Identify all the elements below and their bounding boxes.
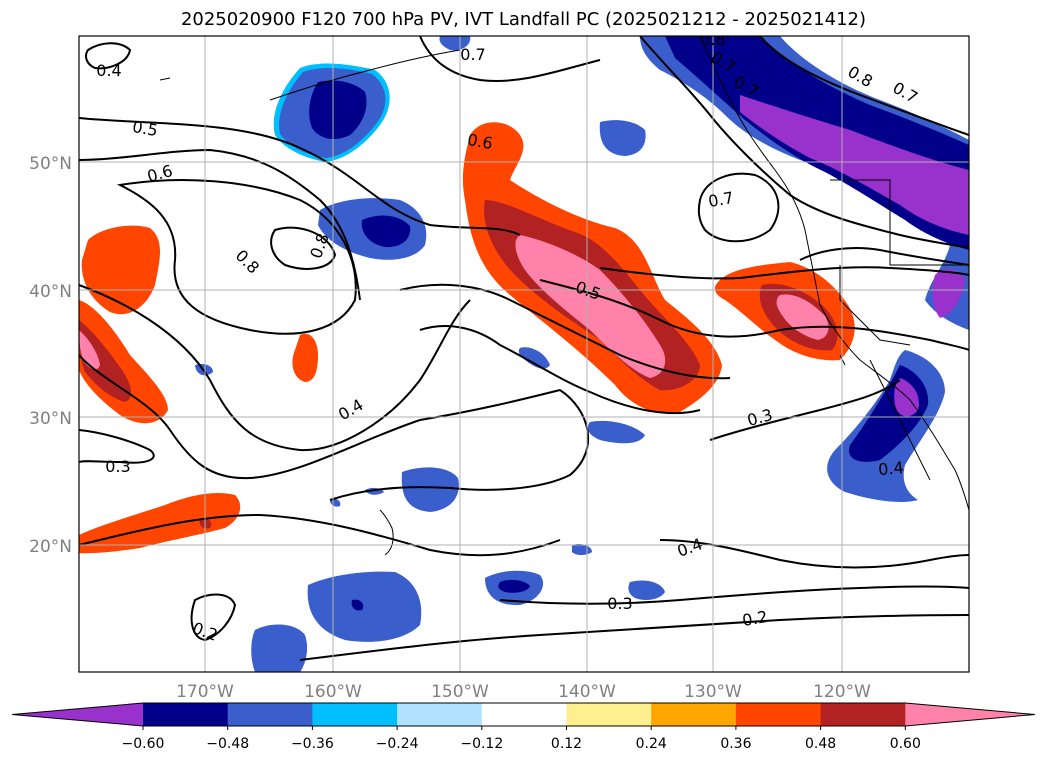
coastline-west-coast xyxy=(699,36,969,511)
longitude-labels: 170°W 160°W 150°W 140°W 130°W 120°W xyxy=(176,682,871,702)
lat-label: 20°N xyxy=(29,537,72,557)
colorbar-tick-label: −0.48 xyxy=(206,736,249,752)
negative-anomaly-blob-northeast xyxy=(439,36,969,330)
lat-label: 40°N xyxy=(29,282,72,302)
contour-line xyxy=(79,429,155,464)
lon-label: 150°W xyxy=(431,682,489,702)
colorbar-tick-label: 0.60 xyxy=(890,736,921,752)
latitude-labels: 50°N 40°N 30°N 20°N xyxy=(29,154,72,557)
colorbar-segment xyxy=(312,703,398,726)
contour-labels: 0.40.50.60.80.80.70.60.70.80.70.50.4 0.30… xyxy=(96,30,921,645)
lon-label: 170°W xyxy=(176,682,234,702)
contour-line xyxy=(419,36,601,82)
contour-line xyxy=(539,279,969,351)
contour-line xyxy=(709,379,901,441)
colorbar-tick-label: −0.12 xyxy=(460,736,503,752)
negative-anomaly-blob-south xyxy=(195,347,665,672)
contour-line xyxy=(79,117,521,236)
contour-label: 0.7 xyxy=(707,188,735,211)
contour-label: 0.4 xyxy=(877,458,904,479)
contour-line xyxy=(190,593,237,642)
lat-label: 50°N xyxy=(29,154,72,174)
colorbar-tick-label: 0.36 xyxy=(720,736,751,752)
contour-label: 0.8 xyxy=(700,30,725,49)
colorbar-extend-max xyxy=(905,703,1035,726)
contour-label: 0.2 xyxy=(741,607,769,630)
contour-line xyxy=(79,148,361,301)
contour-line xyxy=(499,585,969,605)
colorbar-segment xyxy=(227,703,313,726)
contour-label: 0.4 xyxy=(96,61,121,80)
colorbar-extend-min xyxy=(12,703,143,726)
colorbar-tick-label: −0.36 xyxy=(291,736,334,752)
coastline-baja xyxy=(869,359,931,481)
state-borders xyxy=(839,265,911,346)
colorbar-tick-label: −0.60 xyxy=(122,736,165,752)
lon-label: 130°W xyxy=(684,682,742,702)
positive-anomaly-blob-ca xyxy=(714,262,855,361)
colorbar-segment xyxy=(397,703,483,726)
contour-line xyxy=(79,284,471,452)
contour-label: 0.3 xyxy=(607,594,632,613)
colorbar-tick-label: 0.12 xyxy=(551,736,582,752)
shaded-field: 0.40.50.60.80.80.70.60.70.80.70.50.4 0.30… xyxy=(79,30,969,672)
colorbar-segment xyxy=(143,703,229,726)
contour-label: 0.3 xyxy=(105,457,130,476)
contour-line xyxy=(116,179,357,335)
map-title: 2025020900 F120 700 hPa PV, IVT Landfall… xyxy=(180,9,867,30)
contour-line xyxy=(299,614,969,661)
colorbar-segment xyxy=(566,703,652,726)
gridlines xyxy=(79,36,969,672)
colorbar-tick-label: 0.48 xyxy=(805,736,836,752)
negative-anomaly-blob-baja xyxy=(827,350,945,503)
contour-line xyxy=(759,36,969,136)
lon-label: 140°W xyxy=(558,682,616,702)
contour-line xyxy=(599,266,969,280)
contour-line xyxy=(419,324,701,415)
lon-label: 120°W xyxy=(813,682,871,702)
lat-label: 30°N xyxy=(29,409,72,429)
coastline-alaska xyxy=(269,49,461,101)
contour-line xyxy=(79,354,561,480)
contour-label: 0.6 xyxy=(466,130,494,153)
contour-line xyxy=(79,513,561,557)
contour-line xyxy=(799,247,969,266)
colorbar-segment xyxy=(651,703,737,726)
colorbar-segment xyxy=(820,703,906,726)
colorbar-tick-label: 0.24 xyxy=(636,736,667,752)
colorbar-segment xyxy=(735,703,822,726)
contour-label: 0.5 xyxy=(131,117,159,140)
positive-anomaly-blob-main xyxy=(462,122,722,414)
lon-label: 160°W xyxy=(304,682,362,702)
contour-line xyxy=(639,36,969,249)
colorbar-segment xyxy=(481,703,567,726)
map-frame xyxy=(78,35,970,673)
contour-label: 0.7 xyxy=(460,45,485,64)
colorbar: −0.60 −0.48 −0.36 −0.24 −0.12 0.12 0.24 0.36 0.4… xyxy=(11,702,1036,752)
island-outline xyxy=(159,77,171,81)
contour-line xyxy=(85,42,132,70)
negative-anomaly-blob-north xyxy=(273,63,646,260)
hawaii-islands xyxy=(379,509,394,556)
state-borders xyxy=(830,179,969,266)
contour-line xyxy=(697,172,780,243)
contour-line xyxy=(270,226,337,270)
colorbar-tick-label: −0.24 xyxy=(376,736,419,752)
positive-anomaly-blob-west xyxy=(79,225,318,554)
coastlines xyxy=(159,36,969,556)
contour-line xyxy=(329,389,589,501)
